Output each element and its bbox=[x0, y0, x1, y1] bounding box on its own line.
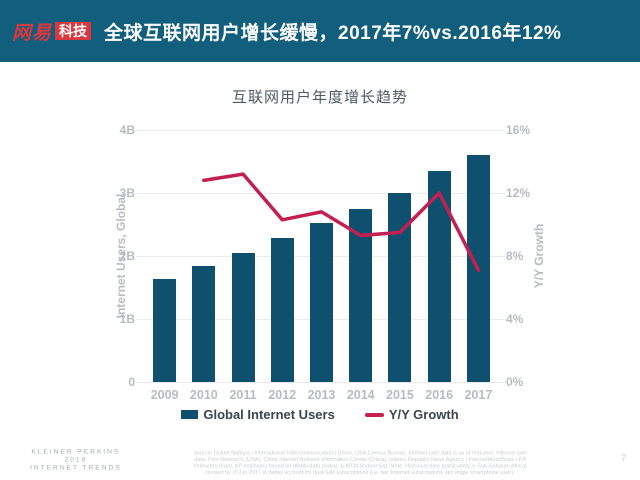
legend-item-bars: Global Internet Users bbox=[181, 407, 335, 422]
y-right-tick-16%: 16% bbox=[506, 123, 531, 137]
y-left-tick-2B: 2B bbox=[119, 249, 135, 263]
bar-swatch-icon bbox=[181, 410, 199, 419]
legend-item-line: Y/Y Growth bbox=[364, 407, 459, 422]
page-title: 全球互联网用户增长缓慢，2017年7%vs.2016年12% bbox=[104, 22, 562, 44]
x-tick-2012: 2012 bbox=[268, 388, 297, 402]
header-bar: 网易 科技 全球互联网用户增长缓慢，2017年7%vs.2016年12% bbox=[0, 0, 640, 62]
bar-2009 bbox=[153, 279, 177, 382]
y-right-tick-4%: 4% bbox=[506, 312, 524, 326]
gridline bbox=[137, 193, 506, 194]
growth-line-layer bbox=[202, 172, 481, 272]
y-right-tick-8%: 8% bbox=[506, 249, 524, 263]
brand-line-3: INTERNET TRENDS bbox=[29, 464, 122, 472]
source-line-3: estimates (Iran), KP estimates based on … bbox=[193, 463, 527, 470]
x-tick-2017: 2017 bbox=[464, 388, 493, 402]
bar-2011 bbox=[231, 252, 255, 382]
y-left-tick-1B: 1B bbox=[119, 312, 135, 326]
x-tick-2014: 2014 bbox=[346, 388, 375, 402]
brand-line-2: 2018 bbox=[64, 456, 88, 464]
bar-2014 bbox=[349, 208, 373, 382]
chart-title: 互联网用户年度增长趋势 bbox=[231, 89, 408, 106]
brand-line-1: KLEINER PERKINS bbox=[31, 448, 121, 456]
bar-2013 bbox=[310, 223, 333, 382]
gridline bbox=[137, 382, 506, 383]
y-left-tick-4B: 4B bbox=[119, 123, 135, 137]
growth-line bbox=[202, 172, 481, 272]
x-tick-2015: 2015 bbox=[386, 388, 414, 402]
y-left-tick-3B: 3B bbox=[119, 186, 135, 200]
bar-2012 bbox=[270, 238, 294, 382]
source-note: Source: United Nations / International T… bbox=[160, 450, 560, 476]
source-line-1: Source: United Nations / International T… bbox=[193, 450, 528, 457]
netease-tech-logo: 网易 科技 bbox=[12, 18, 92, 45]
legend-label-bars: Global Internet Users bbox=[203, 407, 335, 422]
line-swatch-icon bbox=[364, 412, 384, 417]
netease-logo-text: 网易 bbox=[12, 22, 53, 44]
tech-logo-badge: 科技 bbox=[55, 22, 92, 40]
y-left-tick-0: 0 bbox=[128, 375, 135, 389]
bar-2015 bbox=[388, 193, 412, 382]
source-line-2: data: Pew Research (USA), China Internet… bbox=[194, 456, 527, 463]
chart-legend: Global Internet Users Y/Y Growth bbox=[0, 407, 640, 422]
legend-label-line: Y/Y Growth bbox=[388, 407, 459, 422]
x-tick-2013: 2013 bbox=[307, 388, 336, 402]
page-number: 7 bbox=[620, 453, 626, 463]
gridline bbox=[137, 130, 506, 131]
source-line-4: revised by ITU in 2017 to better account… bbox=[205, 469, 515, 476]
x-tick-2009: 2009 bbox=[150, 388, 179, 402]
x-tick-2010: 2010 bbox=[189, 388, 218, 402]
plot-area: Internet Users, Global Y/Y Growth 2009 20… bbox=[114, 123, 546, 402]
x-tick-2011: 2011 bbox=[229, 388, 257, 402]
y-right-tick-12%: 12% bbox=[506, 186, 531, 200]
x-tick-2016: 2016 bbox=[425, 388, 454, 402]
bar-2010 bbox=[192, 266, 216, 382]
x-axis-labels: 2009 2010 2011 2012 2013 2014 2015 2016 2017 bbox=[145, 388, 498, 404]
y-right-tick-0%: 0% bbox=[506, 375, 524, 389]
bar-2016 bbox=[427, 170, 451, 382]
kleiner-perkins-brand: KLEINER PERKINS 2018 INTERNET TRENDS bbox=[20, 448, 132, 472]
